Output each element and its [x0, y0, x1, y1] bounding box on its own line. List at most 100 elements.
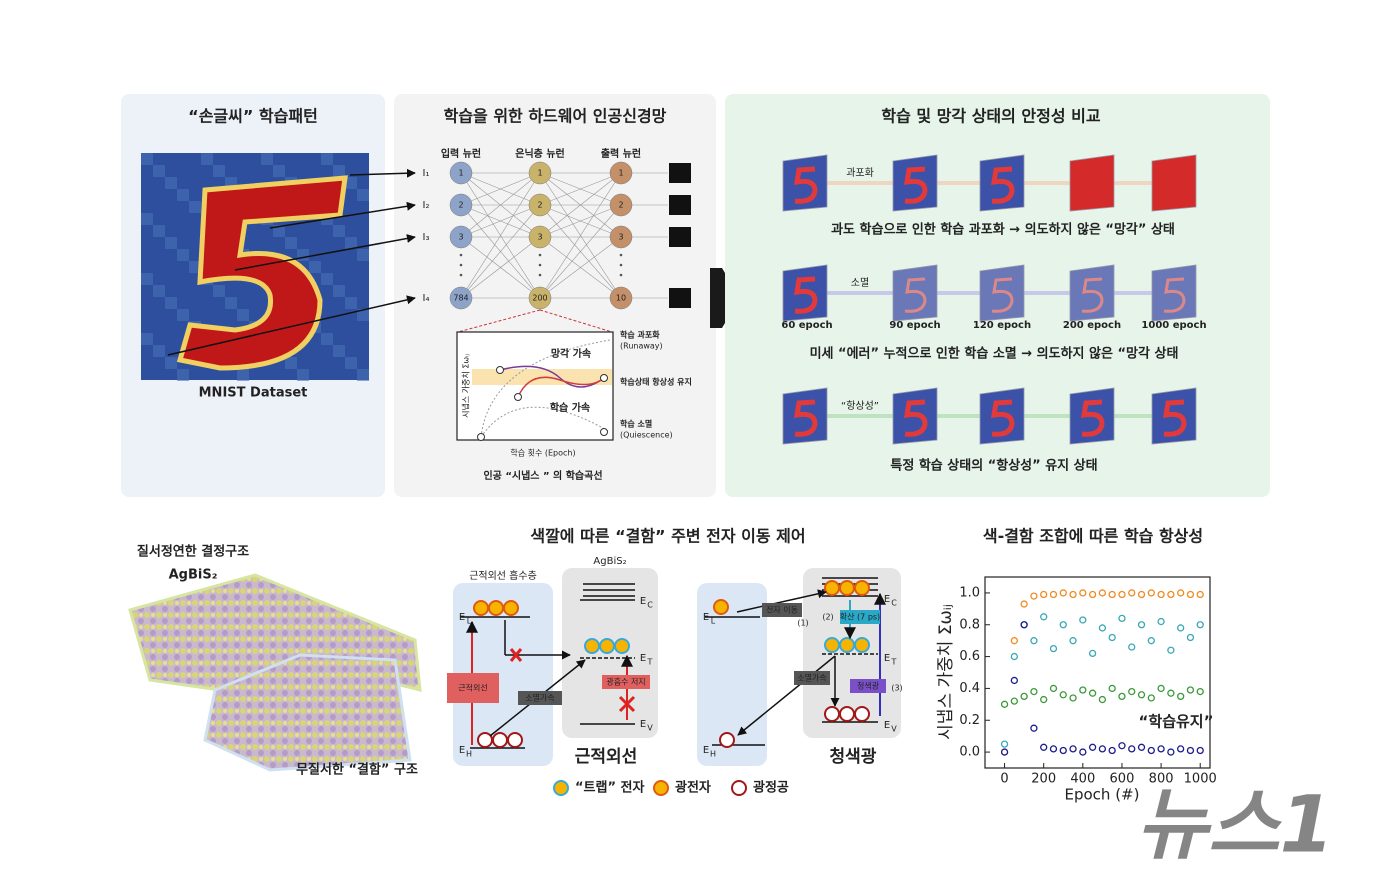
pixel	[333, 165, 345, 177]
neuron	[449, 286, 473, 310]
energy-label: E	[640, 719, 646, 730]
pixel	[153, 345, 165, 357]
absorber-box	[697, 583, 767, 766]
point	[1177, 624, 1185, 632]
point	[1040, 613, 1048, 621]
photo-electron	[854, 580, 870, 596]
connection	[539, 172, 622, 206]
point	[1167, 689, 1175, 697]
input-arrow	[349, 168, 416, 178]
point	[1147, 637, 1155, 645]
neuron-label: 1	[458, 169, 463, 178]
pixel	[357, 189, 369, 201]
pixel	[309, 261, 321, 273]
photo-hole	[854, 706, 870, 722]
point	[1000, 740, 1009, 748]
pixel	[213, 165, 225, 177]
trap-electron	[553, 780, 569, 796]
point	[1010, 697, 1018, 705]
point	[1098, 589, 1107, 597]
point	[1000, 748, 1009, 756]
photo-electron	[488, 600, 504, 616]
point	[1137, 743, 1146, 751]
point	[1010, 676, 1018, 685]
pixel	[345, 177, 357, 189]
point	[1128, 687, 1136, 696]
point	[1186, 590, 1195, 599]
tile-digit	[1081, 277, 1104, 313]
pixel	[321, 153, 333, 165]
point	[1010, 637, 1018, 645]
digit-five	[176, 175, 348, 371]
neuron	[528, 193, 552, 217]
neuron	[449, 161, 473, 185]
photo-electron	[839, 580, 855, 596]
point	[1108, 633, 1116, 642]
trap-electron	[584, 638, 600, 654]
tile-digit	[793, 166, 818, 204]
energy-label: E	[884, 594, 890, 605]
state-point	[600, 428, 608, 436]
point	[1030, 637, 1038, 645]
arrow	[736, 589, 827, 613]
input-arrow	[269, 201, 416, 229]
ellipsis-dot	[619, 263, 623, 267]
point	[1040, 590, 1048, 599]
neuron	[528, 225, 552, 249]
point	[1079, 589, 1087, 597]
pixel	[237, 309, 249, 321]
point	[1059, 621, 1067, 629]
row-tag: 소멸	[851, 277, 869, 289]
tag-label: 전자 이동	[766, 605, 798, 615]
point	[1108, 746, 1116, 755]
point	[1088, 743, 1097, 751]
tile	[1069, 154, 1115, 212]
layer-label: 출력 뉴런	[601, 147, 641, 160]
point	[1167, 748, 1175, 756]
connection	[460, 236, 541, 299]
x-tick-label: 600	[1110, 772, 1135, 787]
pixel	[225, 297, 237, 309]
tile-digit	[793, 276, 818, 314]
photo-electron	[824, 580, 840, 596]
photo-hole	[507, 732, 523, 748]
neuron-label: 2	[537, 201, 542, 210]
pixel	[177, 309, 189, 321]
pixel	[165, 297, 177, 309]
photo-electron	[713, 599, 729, 615]
point	[1049, 745, 1058, 753]
point	[1157, 684, 1165, 693]
point	[1137, 590, 1146, 599]
energy-label: E	[459, 612, 465, 623]
box-label: AgBiS₂	[593, 556, 626, 567]
ellipsis-dot	[459, 253, 463, 257]
pixel	[273, 165, 285, 177]
curve	[517, 376, 605, 398]
connection	[539, 236, 622, 299]
chart-title: 색-결함 조합에 따른 학습 항상성	[983, 527, 1203, 546]
zoom	[457, 309, 541, 333]
pixel	[333, 285, 345, 297]
neuron-label: 2	[458, 201, 463, 210]
connection	[539, 172, 622, 238]
ellipsis-dot	[538, 273, 542, 277]
pixel	[141, 273, 153, 285]
point	[1040, 743, 1048, 751]
point	[1196, 621, 1204, 629]
watermark: 뉴스1	[1136, 780, 1334, 870]
point	[1157, 590, 1165, 599]
x-tick-label: 400	[1070, 772, 1095, 787]
photo-electron	[473, 600, 489, 616]
x-tick-label: 0	[1000, 772, 1008, 787]
pixel	[285, 237, 297, 249]
neuron	[609, 225, 633, 249]
energy-label: E	[884, 653, 890, 664]
curve	[480, 406, 611, 438]
tag-box	[840, 610, 880, 624]
output-image	[669, 195, 691, 215]
neuron-label: 784	[453, 294, 468, 303]
energy-subscript: V	[647, 724, 653, 733]
connection	[539, 172, 622, 299]
pixel	[345, 237, 357, 249]
connection	[460, 204, 541, 299]
